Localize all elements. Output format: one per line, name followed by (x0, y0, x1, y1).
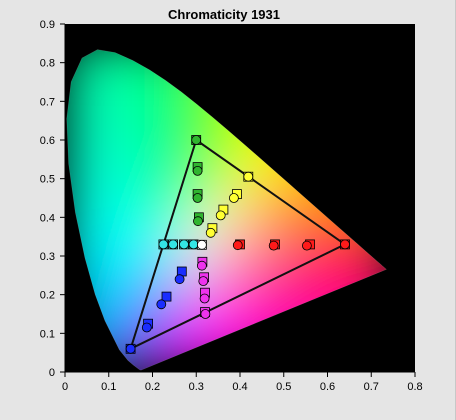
y-tick-label: 0.2 (40, 290, 55, 302)
spectral-locus-outline (66, 49, 387, 371)
measured-circle-marker (174, 274, 185, 285)
measured-circle-marker (192, 193, 203, 203)
measured-circle-marker (196, 260, 207, 271)
x-tick-label: 0.7 (364, 381, 379, 393)
measured-circle-marker (158, 239, 169, 250)
measured-circle-marker (125, 343, 136, 354)
x-tick-label: 0.1 (101, 381, 116, 393)
measured-circle-marker (179, 239, 189, 250)
x-tick-label: 0.5 (276, 381, 291, 393)
measured-circle-marker (156, 299, 167, 310)
measured-circle-marker (215, 210, 226, 221)
x-tick-label: 0.3 (189, 381, 204, 393)
x-tick-label: 0.4 (232, 381, 247, 393)
measured-circle-marker (200, 309, 211, 319)
measured-circle-marker (232, 240, 243, 251)
measured-circle-marker (168, 239, 179, 250)
measured-circle-marker (199, 293, 210, 304)
measured-circle-marker (243, 171, 254, 182)
y-tick-label: 0.5 (40, 174, 55, 186)
y-tick-label: 0.8 (40, 58, 55, 70)
y-tick-label: 0.3 (40, 251, 55, 263)
measured-circle-marker (192, 165, 203, 176)
measured-circle-marker (188, 239, 199, 250)
measured-circle-marker (141, 322, 152, 333)
measured-circle-marker (191, 135, 202, 145)
y-tick-label: 0.9 (40, 19, 55, 31)
y-tick-label: 0.7 (40, 96, 55, 108)
measured-circle-marker (205, 227, 216, 238)
measured-circle-marker (198, 276, 209, 287)
y-tick-label: 0.1 (40, 328, 55, 340)
measured-circle-marker (196, 239, 207, 250)
measured-circle-marker (228, 193, 239, 203)
x-tick-label: 0.6 (320, 381, 335, 393)
target-square-marker (161, 291, 172, 302)
y-tick-label: 0.4 (40, 212, 55, 224)
x-axis-ticks: 0 0.1 0.2 0.3 0.4 0.5 0.6 0.7 0.8 (62, 372, 423, 393)
measured-circle-marker (268, 240, 279, 251)
measured-circle-marker (193, 216, 203, 227)
y-tick-label: 0.6 (40, 135, 55, 147)
y-tick-label: 0 (49, 367, 55, 379)
x-tick-label: 0 (62, 381, 68, 393)
x-tick-label: 0.2 (145, 381, 160, 393)
measured-circle-marker (301, 240, 312, 251)
x-tick-label: 0.8 (407, 381, 422, 393)
y-axis-ticks: 0 0.1 0.2 0.3 0.4 0.5 0.6 0.7 0.8 0.9 (40, 19, 65, 379)
measured-circle-marker (340, 239, 350, 250)
chart-title: Chromaticity 1931 (168, 7, 280, 22)
measurement-markers (125, 135, 350, 354)
